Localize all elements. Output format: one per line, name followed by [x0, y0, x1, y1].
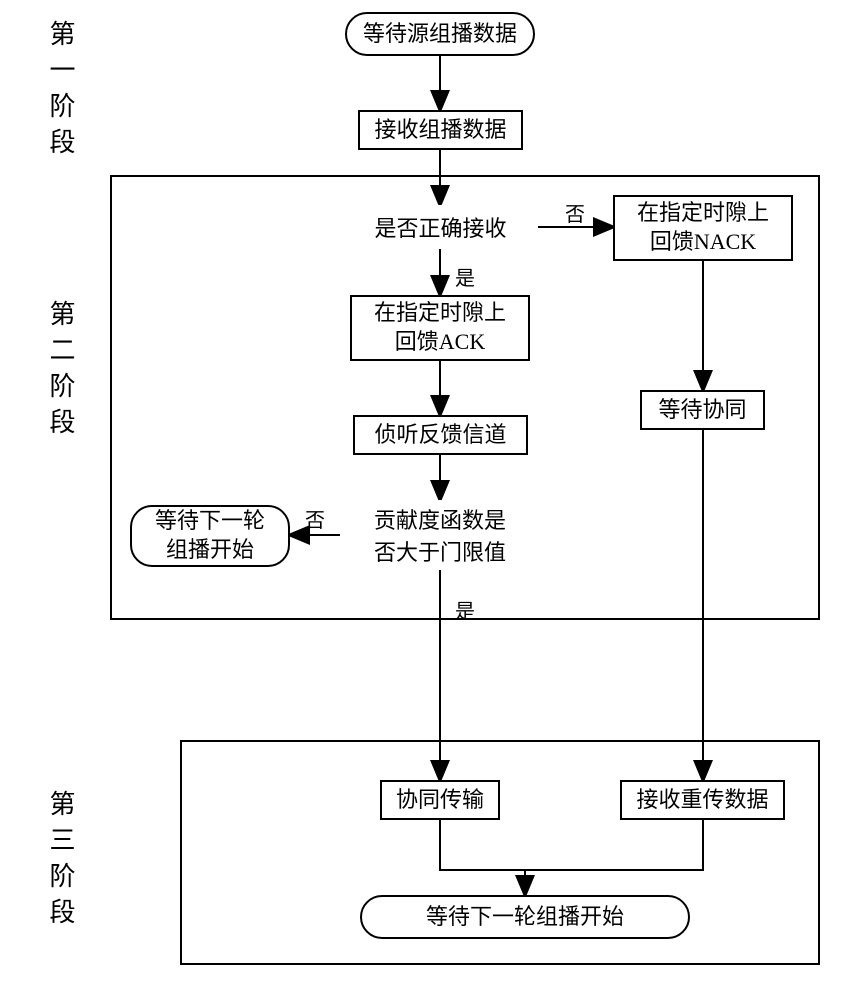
- label-yes-2: 是: [455, 595, 475, 624]
- node-feedback-nack: 在指定时隙上 回馈NACK: [613, 195, 793, 261]
- node-listen-feedback: 侦听反馈信道: [353, 415, 528, 455]
- node-feedback-ack: 在指定时隙上 回馈ACK: [350, 295, 530, 361]
- label-yes-1: 是: [455, 262, 475, 291]
- node-receive-multicast: 接收组播数据: [358, 110, 523, 150]
- decision-correct-receive: 是否正确接收: [343, 205, 538, 249]
- node-receive-retrans: 接收重传数据: [620, 780, 785, 820]
- node-coop-transmit: 协同传输: [380, 780, 500, 820]
- node-wait-next-round-bottom: 等待下一轮组播开始: [360, 895, 690, 939]
- stage-1-label: 第一阶段: [42, 20, 79, 164]
- stage-3-label: 第三阶段: [42, 790, 79, 934]
- label-no-2: 否: [305, 504, 325, 533]
- node-wait-coop: 等待协同: [640, 390, 765, 430]
- node-wait-next-round-left: 等待下一轮 组播开始: [130, 505, 290, 567]
- stage-2-label: 第二阶段: [42, 300, 79, 444]
- label-no-1: 否: [565, 198, 585, 227]
- node-wait-source-multicast: 等待源组播数据: [345, 12, 535, 56]
- decision-threshold: 贡献度函数是 否大于门限值: [340, 500, 540, 570]
- diagram-canvas: 第一阶段 第二阶段 第三阶段: [0, 0, 851, 1000]
